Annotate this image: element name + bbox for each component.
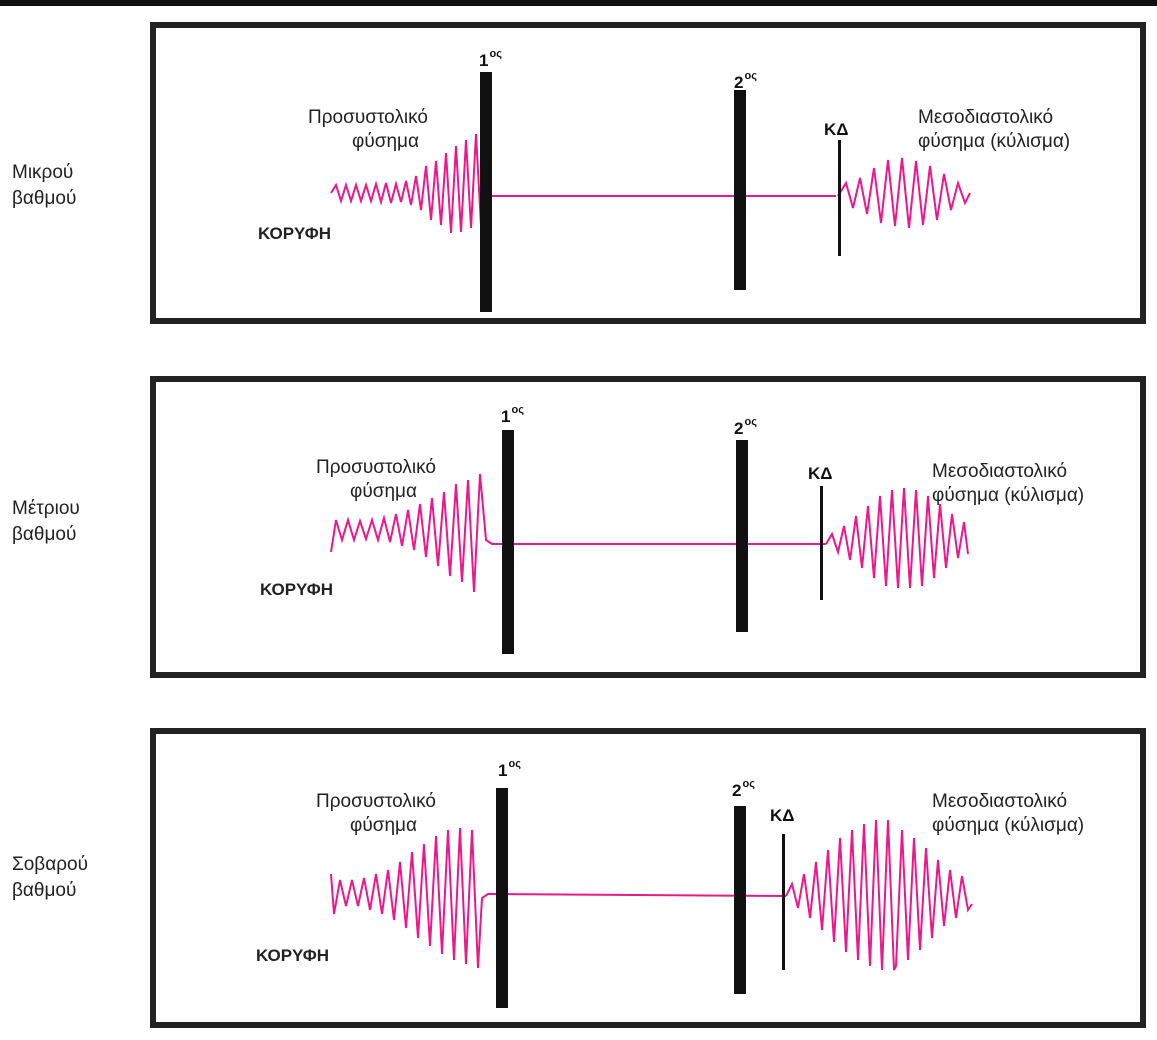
presystolic-line1: Προσυστολικό: [316, 457, 436, 478]
presystolic-line2: φύσημα: [350, 815, 417, 836]
panel-moderate-graphic: [330, 430, 969, 654]
second-heart-sound-bar: [734, 90, 746, 290]
middiastolic-murmur-wave: [837, 157, 971, 229]
second-sound-label: 2ος: [734, 70, 757, 92]
first-sound-label: 1ος: [498, 758, 521, 780]
apex-label: ΚΟΡΥΦΗ: [256, 946, 329, 965]
grade-line2: βαθμού: [12, 880, 77, 901]
middiastolic-label: Μεσοδιαστολικό φύσημα (κύλισμα): [932, 790, 1084, 838]
middiastolic-label: Μεσοδιαστολικό φύσημα (κύλισμα): [932, 460, 1084, 508]
first-heart-sound-bar: [496, 788, 508, 1008]
presystolic-label: Προσυστολικό φύσημα: [316, 456, 436, 504]
opening-snap-line: [820, 486, 823, 600]
first-heart-sound-bar: [480, 72, 492, 312]
panel-moderate: 1ος 2ος ΚΔ Προσυστολικό φύσημα Μεσοδιαστ…: [150, 376, 1146, 678]
presystolic-murmur-wave: [330, 133, 487, 234]
opening-snap-label: ΚΔ: [824, 120, 849, 139]
presystolic-murmur-wave: [330, 827, 496, 969]
middiastolic-line2: φύσημα (κύλισμα): [918, 131, 1071, 152]
grade-label-severe: Σοβαρού βαθμού: [12, 852, 132, 904]
presystolic-line1: Προσυστολικό: [308, 107, 428, 128]
opening-snap-line: [838, 140, 841, 256]
presystolic-line2: φύσημα: [352, 131, 419, 152]
grade-line1: Μικρού: [12, 162, 74, 183]
middiastolic-line1: Μεσοδιαστολικό: [932, 791, 1068, 812]
presystolic-label: Προσυστολικό φύσημα: [316, 790, 436, 838]
presystolic-line1: Προσυστολικό: [316, 791, 436, 812]
second-heart-sound-bar: [734, 806, 746, 994]
panel-severe: 1ος 2ος ΚΔ Προσυστολικό φύσημα Μεσοδιαστ…: [150, 728, 1146, 1028]
grade-label-moderate: Μέτριου βαθμού: [12, 496, 132, 548]
presystolic-label: Προσυστολικό φύσημα: [308, 106, 428, 154]
middiastolic-line1: Μεσοδιαστολικό: [918, 107, 1054, 128]
middiastolic-murmur-wave: [785, 819, 973, 971]
second-heart-sound-bar: [736, 440, 748, 632]
grade-line1: Μέτριου: [12, 498, 80, 519]
middiastolic-line1: Μεσοδιαστολικό: [932, 461, 1068, 482]
panel-mild: 1ος 2ος ΚΔ Προσυστολικό φύσημα Μεσοδιαστ…: [150, 22, 1146, 324]
first-heart-sound-bar: [502, 430, 514, 654]
opening-snap-label: ΚΔ: [770, 806, 795, 825]
second-sound-label: 2ος: [734, 416, 757, 438]
grade-line2: βαθμού: [12, 188, 77, 209]
apex-label: ΚΟΡΥΦΗ: [258, 224, 331, 243]
grade-line1: Σοβαρού: [12, 854, 88, 875]
top-rule: [0, 0, 1157, 6]
first-sound-label: 1ος: [479, 48, 502, 70]
opening-snap-label: ΚΔ: [808, 464, 833, 483]
second-sound-label: 2ος: [732, 778, 755, 800]
middiastolic-murmur-wave: [825, 487, 969, 589]
apex-label: ΚΟΡΥΦΗ: [260, 580, 333, 599]
first-sound-label: 1ος: [501, 404, 524, 426]
middiastolic-label: Μεσοδιαστολικό φύσημα (κύλισμα): [918, 106, 1070, 154]
panel-severe-graphic: [330, 788, 973, 1008]
grade-label-mild: Μικρού βαθμού: [12, 160, 132, 212]
panel-mild-graphic: [330, 72, 971, 312]
middiastolic-line2: φύσημα (κύλισμα): [932, 815, 1085, 836]
presystolic-murmur-wave: [330, 473, 498, 593]
grade-line2: βαθμού: [12, 524, 77, 545]
middiastolic-line2: φύσημα (κύλισμα): [932, 485, 1085, 506]
presystolic-line2: φύσημα: [350, 481, 417, 502]
opening-snap-line: [782, 834, 785, 970]
